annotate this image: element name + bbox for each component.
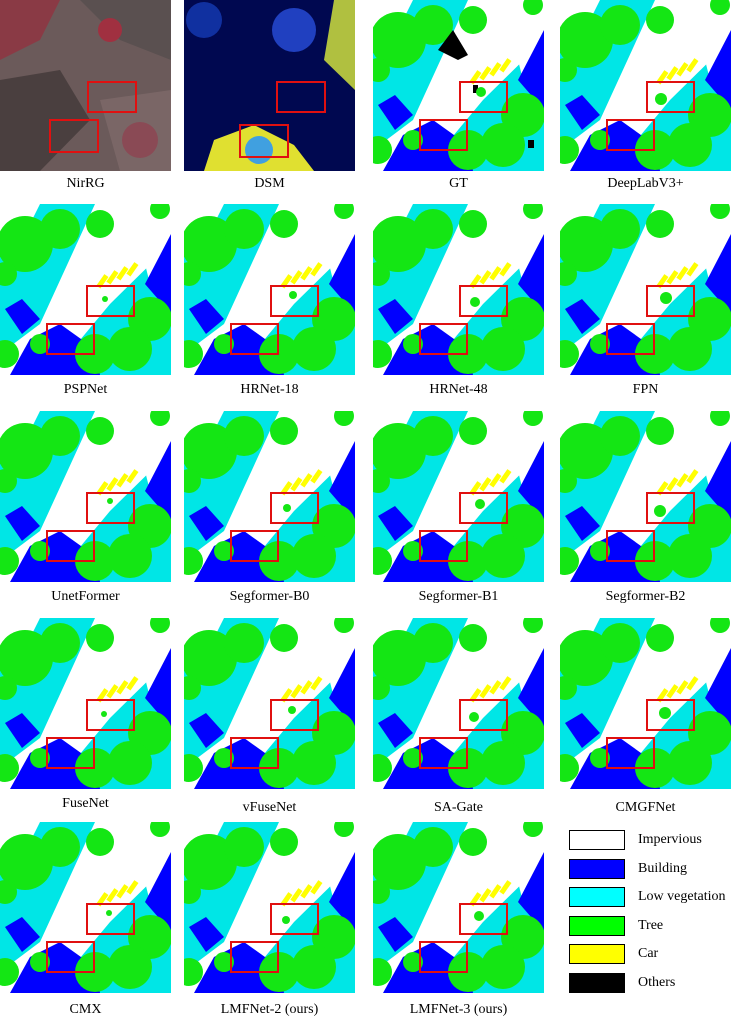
caption-segformer-b1: Segformer-B1 xyxy=(418,589,499,604)
caption-vfusenet: vFuseNet xyxy=(242,800,297,815)
caption-segformer-b2: Segformer-B2 xyxy=(605,589,686,604)
caption-hrnet-18: HRNet-18 xyxy=(240,382,299,397)
caption-unetformer: UnetFormer xyxy=(51,589,120,604)
panel-fpn xyxy=(560,204,731,375)
segmentation-map xyxy=(373,0,544,171)
legend-label-building: Building xyxy=(638,861,688,876)
segmentation-map xyxy=(0,204,171,375)
panel-segformer-b0 xyxy=(184,411,355,582)
panel-lmfnet-2 xyxy=(184,822,355,993)
legend-swatch-building xyxy=(569,859,625,879)
legend-label-impervious: Impervious xyxy=(638,832,702,847)
legend-item-low-vegetation: Low vegetation xyxy=(565,887,747,909)
segmentation-map xyxy=(560,618,731,789)
panel-lmfnet-3 xyxy=(373,822,544,993)
caption-deeplabv3: DeepLabV3+ xyxy=(607,176,684,191)
caption-fpn: FPN xyxy=(632,382,659,397)
panel-cmx xyxy=(0,822,171,993)
caption-gt: GT xyxy=(449,176,468,191)
segmentation-map xyxy=(184,204,355,375)
legend-item-car: Car xyxy=(565,944,747,966)
segmentation-map xyxy=(184,0,355,171)
panel-pspnet xyxy=(0,204,171,375)
class-legend: Impervious Building Low vegetation Tree … xyxy=(565,830,747,1000)
segmentation-map xyxy=(0,618,171,789)
caption-lmfnet-3: LMFNet-3 (ours) xyxy=(409,1002,508,1017)
legend-item-impervious: Impervious xyxy=(565,830,747,852)
legend-swatch-tree xyxy=(569,916,625,936)
legend-swatch-impervious xyxy=(569,830,625,850)
panel-cmgfnet xyxy=(560,618,731,789)
panel-segformer-b1 xyxy=(373,411,544,582)
caption-lmfnet-2: LMFNet-2 (ours) xyxy=(220,1002,319,1017)
segmentation-map xyxy=(184,822,355,993)
panel-dsm xyxy=(184,0,355,171)
caption-cmx: CMX xyxy=(69,1002,102,1017)
caption-sa-gate: SA-Gate xyxy=(434,800,483,815)
panel-fusenet xyxy=(0,618,171,789)
legend-item-building: Building xyxy=(565,859,747,881)
segmentation-map xyxy=(184,618,355,789)
segmentation-map xyxy=(0,822,171,993)
segmentation-map xyxy=(560,0,731,171)
panel-hrnet-18 xyxy=(184,204,355,375)
legend-item-tree: Tree xyxy=(565,916,747,938)
legend-label-others: Others xyxy=(638,975,676,990)
segmentation-map xyxy=(560,411,731,582)
legend-item-others: Others xyxy=(565,973,747,995)
legend-swatch-low-vegetation xyxy=(569,887,625,907)
panel-gt xyxy=(373,0,544,171)
legend-swatch-others xyxy=(569,973,625,993)
panel-sa-gate xyxy=(373,618,544,789)
legend-swatch-car xyxy=(569,944,625,964)
segmentation-map xyxy=(373,618,544,789)
segmentation-map xyxy=(0,0,171,171)
caption-fusenet: FuseNet xyxy=(62,796,109,811)
legend-label-tree: Tree xyxy=(638,918,664,933)
panel-vfusenet xyxy=(184,618,355,789)
caption-segformer-b0: Segformer-B0 xyxy=(229,589,310,604)
caption-nirrg: NirRG xyxy=(66,176,105,191)
caption-cmgfnet: CMGFNet xyxy=(615,800,676,815)
caption-dsm: DSM xyxy=(254,176,285,191)
panel-unetformer xyxy=(0,411,171,582)
panel-hrnet-48 xyxy=(373,204,544,375)
legend-label-low-vegetation: Low vegetation xyxy=(638,889,726,904)
segmentation-map xyxy=(184,411,355,582)
panel-nirrg xyxy=(0,0,171,171)
segmentation-map xyxy=(373,204,544,375)
caption-hrnet-48: HRNet-48 xyxy=(429,382,488,397)
segmentation-map xyxy=(560,204,731,375)
segmentation-map xyxy=(373,411,544,582)
panel-segformer-b2 xyxy=(560,411,731,582)
panel-deeplabv3 xyxy=(560,0,731,171)
segmentation-map xyxy=(373,822,544,993)
legend-label-car: Car xyxy=(638,946,659,961)
caption-pspnet: PSPNet xyxy=(63,382,108,397)
segmentation-map xyxy=(0,411,171,582)
